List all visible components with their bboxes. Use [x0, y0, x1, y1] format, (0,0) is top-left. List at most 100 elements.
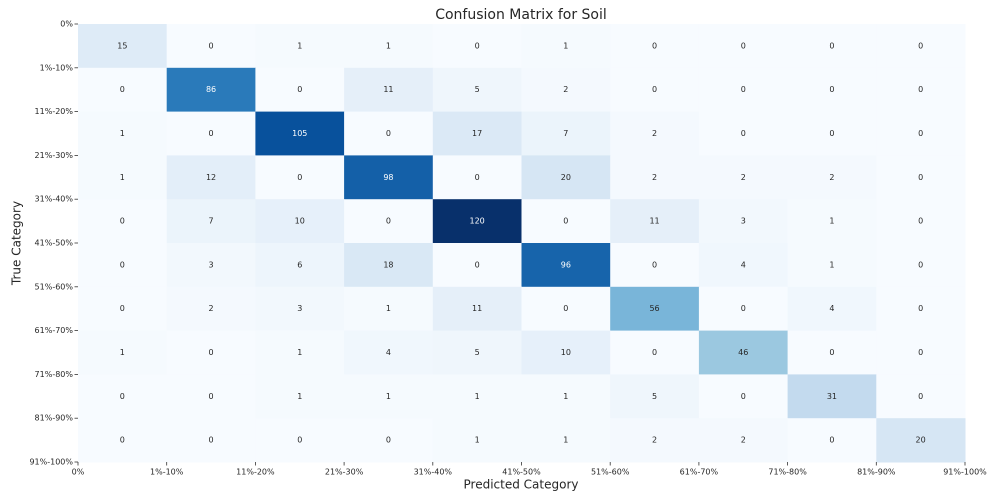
cell-label: 2: [209, 304, 214, 313]
heatmap-cell: [787, 418, 877, 463]
cell-label: 0: [918, 85, 923, 94]
cell-label: 11: [472, 304, 482, 313]
heatmap-cell: [166, 286, 256, 332]
cell-label: 86: [206, 85, 216, 94]
heatmap-cell: [876, 155, 966, 200]
cell-label: 0: [475, 260, 480, 269]
cell-label: 0: [297, 436, 302, 445]
heatmap-cell: [698, 67, 789, 113]
cell-label: 0: [829, 348, 834, 357]
cell-label: 5: [475, 85, 480, 94]
cell-label: 0: [741, 41, 746, 50]
x-tick-label: 51%-60%: [591, 468, 630, 477]
cell-label: 1: [120, 348, 125, 357]
cell-label: 0: [120, 304, 125, 313]
heatmap-cell: [876, 418, 966, 463]
cell-label: 0: [386, 217, 391, 226]
heatmap-cell: [255, 155, 345, 200]
cell-label: 10: [561, 348, 571, 357]
cell-label: 2: [652, 436, 657, 445]
cell-label: 1: [563, 41, 568, 50]
cell-label: 17: [472, 129, 482, 138]
cell-label: 0: [120, 260, 125, 269]
heatmap-cell: [787, 155, 877, 200]
x-tick-label: 71%-80%: [768, 468, 807, 477]
cell-label: 120: [470, 217, 485, 226]
heatmap-cell: [610, 111, 700, 156]
heatmap-cell: [876, 330, 966, 375]
cell-label: 1: [475, 392, 480, 401]
heatmap-cell: [876, 111, 966, 156]
heatmap-cell: [610, 330, 700, 375]
heatmap-cell: [432, 243, 522, 288]
y-tick-label: 11%-20%: [35, 107, 74, 116]
cell-label: 2: [741, 436, 746, 445]
x-tick-label: 31%-40%: [414, 468, 453, 477]
y-tick-label: 51%-60%: [35, 282, 74, 291]
cell-label: 46: [738, 348, 748, 357]
heatmap-cell: [698, 243, 789, 288]
cell-label: 11: [649, 217, 659, 226]
heatmap-cell: [78, 330, 168, 375]
heatmap-cell: [255, 199, 345, 244]
cell-label: 0: [652, 85, 657, 94]
cell-label: 0: [475, 173, 480, 182]
x-tick-label: 91%-100%: [943, 468, 987, 477]
heatmap-cell: [432, 155, 522, 200]
x-tick-label: 41%-50%: [502, 468, 541, 477]
cell-label: 1: [829, 217, 834, 226]
cell-label: 31: [827, 392, 837, 401]
cell-label: 5: [652, 392, 657, 401]
heatmap-cell: [698, 199, 789, 244]
cell-label: 2: [652, 129, 657, 138]
y-tick-label: 0%: [60, 20, 73, 29]
cell-label: 0: [741, 129, 746, 138]
cell-label: 3: [209, 260, 214, 269]
cell-label: 0: [741, 85, 746, 94]
heatmap-cell: [876, 24, 966, 69]
heatmap-cell: [787, 286, 877, 332]
cell-label: 0: [120, 217, 125, 226]
chart-title: Confusion Matrix for Soil: [435, 7, 607, 23]
x-tick-label: 61%-70%: [680, 468, 719, 477]
heatmap-cell: [698, 374, 789, 419]
heatmap-cell: [698, 330, 789, 375]
cell-label: 0: [918, 392, 923, 401]
heatmap-cell: [344, 243, 434, 288]
cell-label: 0: [297, 85, 302, 94]
cell-label: 0: [120, 85, 125, 94]
heatmap-cell: [521, 330, 611, 375]
heatmap-cell: [876, 199, 966, 244]
heatmap-cell: [698, 286, 789, 332]
heatmap-cell: [344, 24, 434, 69]
cell-label: 1: [563, 392, 568, 401]
heatmap-cell: [432, 374, 522, 419]
x-tick-label: 1%-10%: [150, 468, 184, 477]
heatmap-cell: [876, 243, 966, 288]
cell-label: 96: [561, 260, 571, 269]
heatmap-cell: [432, 330, 522, 375]
heatmap-cell: [255, 24, 345, 69]
heatmap-cell: [787, 199, 877, 244]
cell-label: 0: [120, 392, 125, 401]
cell-label: 0: [918, 304, 923, 313]
heatmap-cell: [787, 67, 877, 113]
x-tick-label: 11%-20%: [236, 468, 275, 477]
heatmap-cell: [698, 24, 789, 69]
cell-label: 0: [209, 436, 214, 445]
heatmap-cell: [876, 374, 966, 419]
heatmap-cell: [521, 243, 611, 288]
cell-label: 0: [918, 173, 923, 182]
cell-label: 0: [829, 85, 834, 94]
heatmap-cell: [432, 67, 522, 113]
cell-label: 1: [297, 41, 302, 50]
heatmap-cell: [166, 330, 256, 375]
heatmap-cell: [787, 111, 877, 156]
cell-label: 1: [386, 392, 391, 401]
heatmap-cell: [432, 418, 522, 463]
cell-label: 20: [916, 436, 926, 445]
cell-label: 18: [383, 260, 393, 269]
cell-label: 0: [297, 173, 302, 182]
cell-label: 2: [652, 173, 657, 182]
